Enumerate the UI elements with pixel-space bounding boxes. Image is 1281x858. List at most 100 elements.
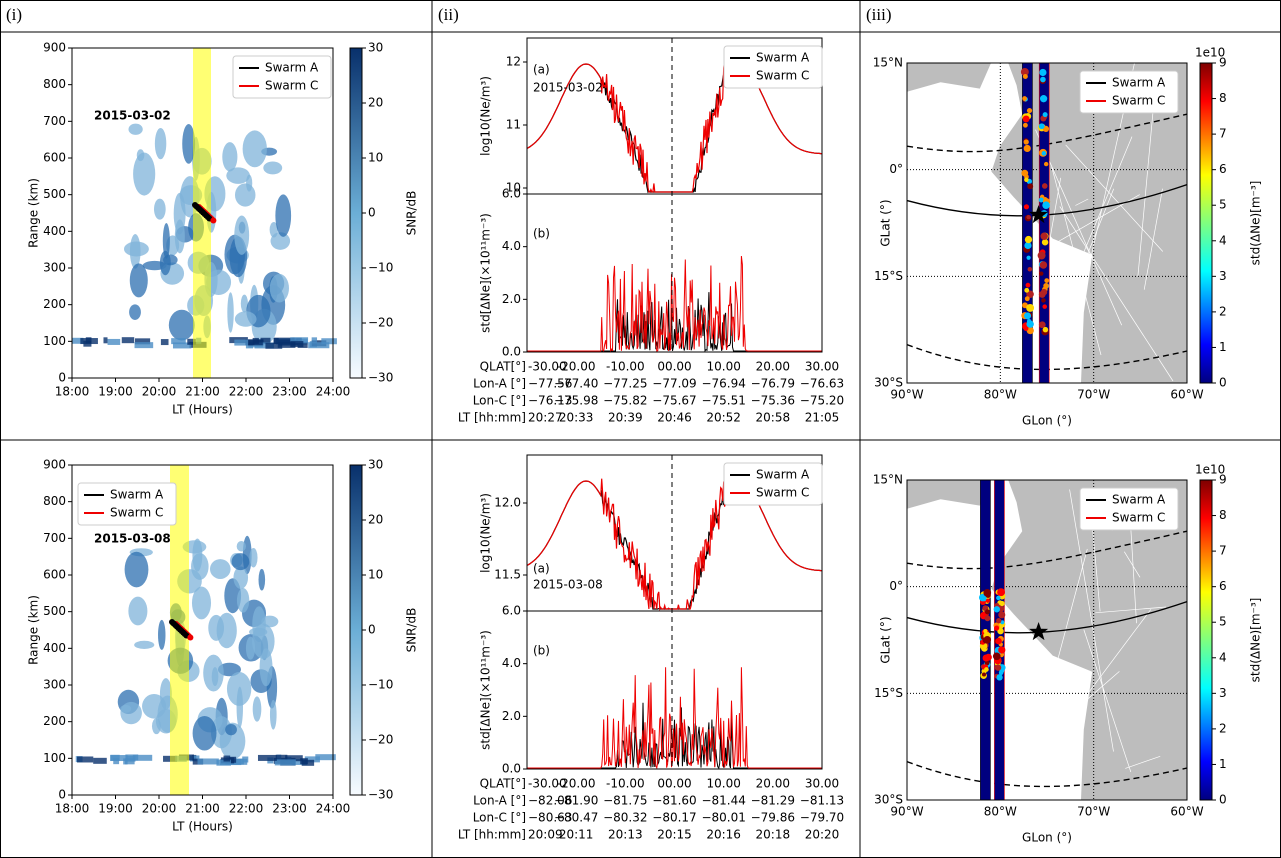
colorbar-tick-label: 8 (1219, 91, 1227, 105)
y-tick-label: 800 (43, 77, 66, 91)
y-tick-label: 500 (43, 187, 66, 201)
echo (257, 754, 277, 761)
echo (236, 588, 250, 613)
echo (134, 338, 151, 345)
table-cell: 20:20 (805, 828, 840, 842)
table-cell: −75.20 (800, 394, 844, 408)
echo (190, 755, 200, 762)
table-cell: −77.25 (603, 377, 647, 391)
legend-label: Swarm C (1112, 94, 1165, 108)
border (1129, 514, 1137, 624)
date-label: 2015-03-08 (94, 532, 171, 546)
echo (174, 219, 185, 254)
y-tick-label: 600 (43, 568, 66, 582)
x-tick-label: 21:00 (185, 385, 220, 399)
x-tick-label: 90°W (890, 805, 923, 819)
panel-label: (a) (533, 562, 550, 576)
x-tick-label: 21:00 (185, 802, 220, 816)
irregularity-dot (995, 637, 1002, 645)
echo (192, 715, 217, 751)
colorbar-tick-label: 6 (1219, 162, 1227, 176)
irregularity-dot (1040, 232, 1048, 240)
echo (120, 701, 142, 725)
irregularity-dot (998, 611, 1006, 619)
x-axis-label: GLon (°) (1022, 831, 1072, 845)
echo (171, 338, 186, 345)
swarm-a-line (527, 292, 822, 353)
colorbar-tick-label: 20 (368, 513, 383, 527)
echo (285, 755, 303, 762)
table-cell: -30.00 (528, 777, 567, 791)
echo (211, 667, 219, 687)
irregularity-dot (1038, 291, 1046, 298)
table-cell: 00.00 (657, 777, 691, 791)
irregularity-dot (999, 600, 1005, 607)
border (1033, 548, 1088, 751)
x-tick-label: 18:00 (55, 385, 90, 399)
echo (242, 130, 267, 168)
echo (129, 263, 148, 298)
legend-label: Swarm A (756, 51, 810, 65)
irregularity-dot (984, 667, 989, 672)
irregularity-dot (1026, 214, 1031, 220)
colorbar-tick-label: 7 (1219, 127, 1227, 141)
y-tick-label: 0.0 (502, 345, 521, 359)
irregularity-dot (1027, 266, 1033, 272)
echo (301, 759, 315, 766)
y-tick-label: 0° (889, 162, 903, 176)
x-tick-label: 22:00 (229, 802, 264, 816)
echo (216, 759, 231, 766)
echo (125, 754, 139, 761)
echo (182, 123, 196, 164)
dip-contour (906, 530, 1188, 570)
colorbar (349, 47, 363, 379)
irregularity-dot (1026, 320, 1034, 328)
irregularity-dot (1026, 255, 1031, 260)
irregularity-dot (1041, 151, 1047, 156)
y-tick-label: 2.0 (502, 709, 521, 723)
echo (107, 338, 121, 345)
y-tick-label: 800 (43, 494, 66, 508)
table-cell: 30.00 (805, 360, 839, 374)
plot-area (526, 37, 823, 353)
irregularity-dot (1042, 304, 1047, 309)
table-cell: −82.06 (528, 794, 572, 808)
colorbar-label: std(ΔNe)[m⁻³] (1249, 181, 1263, 266)
table-cell: −75.67 (652, 394, 696, 408)
irregularity-dot (1022, 122, 1028, 128)
irregularity-dot (1024, 287, 1030, 293)
colorbar-tick-label: 0 (368, 206, 376, 220)
echo (274, 759, 296, 766)
echo (311, 337, 318, 344)
x-tick-label: 70°W (1077, 805, 1110, 819)
border (1083, 629, 1132, 773)
border (1143, 188, 1163, 290)
table-cell: −81.90 (554, 794, 598, 808)
y-tick-label: 30°S (874, 793, 903, 807)
echo (236, 540, 247, 552)
irregularity-dot (984, 615, 991, 622)
table-cell: 20:39 (608, 411, 643, 425)
irregularity-dot (996, 618, 1002, 624)
table-cell: −80.01 (701, 811, 745, 825)
irregularity-dot (981, 672, 987, 677)
y-tick-label: 4.0 (502, 656, 521, 670)
echo (226, 167, 250, 184)
table-cell: −81.60 (652, 794, 696, 808)
legend-label: Swarm A (265, 61, 319, 75)
table-cell: −77.56 (528, 377, 572, 391)
x-tick-label: 23:00 (272, 802, 307, 816)
echo (209, 559, 231, 579)
echo (93, 757, 107, 764)
irregularity-dot (1022, 74, 1028, 79)
table-cell: −80.47 (554, 811, 598, 825)
echo (269, 699, 277, 730)
table-cell: −76.13 (528, 394, 572, 408)
echo (258, 568, 266, 591)
table-cell: 10.00 (706, 360, 740, 374)
x-tick-label: 19:00 (98, 385, 133, 399)
y-axis-label: log10(Ne/m³) (479, 493, 493, 573)
echo (160, 339, 169, 346)
station-star (1029, 622, 1049, 641)
echo (192, 538, 203, 572)
